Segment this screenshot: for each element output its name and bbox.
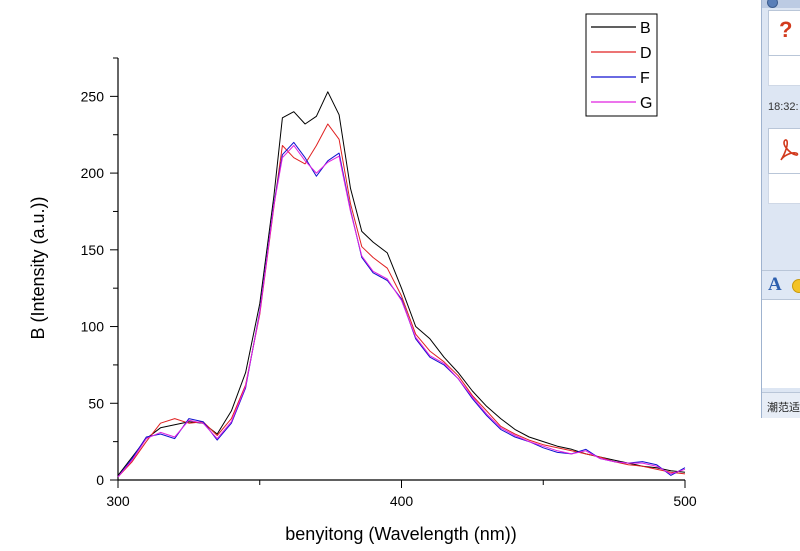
- message-input-area[interactable]: [762, 300, 800, 388]
- font-icon[interactable]: A: [768, 274, 782, 295]
- y-tick-label: 250: [81, 88, 105, 104]
- chart-series: [117, 91, 686, 478]
- legend-box: [585, 13, 658, 117]
- x-tick-label: 300: [106, 493, 130, 509]
- side-panel-footer: 潮范适: [762, 392, 800, 418]
- input-toolbar: A: [762, 270, 800, 300]
- x-tick-label: 400: [390, 493, 414, 509]
- y-tick-label: 100: [81, 319, 105, 335]
- legend-label-g: G: [640, 95, 652, 112]
- y-axis-title: B (Intensity (a.u.)): [28, 196, 48, 339]
- y-tick-label: 0: [96, 472, 104, 488]
- x-axis-title: benyitong (Wavelength (nm)): [285, 524, 516, 544]
- file-card-strip: [768, 56, 800, 86]
- series-line-b: [117, 91, 686, 476]
- y-tick-label: 50: [88, 395, 104, 411]
- pdf-file-icon: [780, 139, 799, 161]
- legend-label-d: D: [640, 45, 652, 62]
- status-icon: [767, 0, 778, 8]
- help-file-card[interactable]: ?: [768, 10, 800, 56]
- x-tick-label: 500: [673, 493, 697, 509]
- pdf-file-card[interactable]: [768, 128, 800, 174]
- chart-axes: 300 400 500 0 50 100 150 200 250: [81, 57, 697, 509]
- series-line-d: [117, 123, 686, 478]
- series-line-g: [117, 145, 686, 478]
- chat-side-panel: ? 18:32: A 潮范适: [761, 0, 800, 418]
- file-card-strip: [768, 174, 800, 204]
- y-tick-label: 200: [81, 165, 105, 181]
- series-line-f: [117, 141, 686, 478]
- y-tick-label: 150: [81, 242, 105, 258]
- legend-label-b: B: [640, 20, 651, 37]
- legend-label-f: F: [640, 70, 650, 87]
- footer-text: 潮范适: [767, 402, 800, 414]
- emoticon-icon[interactable]: [792, 279, 800, 293]
- message-timestamp: 18:32:: [768, 101, 799, 113]
- help-icon: ?: [779, 17, 793, 42]
- side-panel-header: [762, 0, 800, 8]
